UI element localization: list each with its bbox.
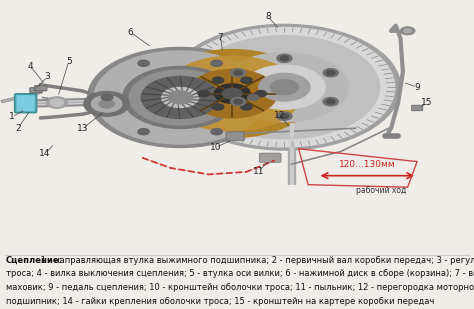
Circle shape bbox=[327, 99, 335, 104]
Text: 9: 9 bbox=[414, 83, 420, 92]
Circle shape bbox=[189, 36, 380, 139]
FancyBboxPatch shape bbox=[226, 132, 244, 141]
Text: 15: 15 bbox=[421, 98, 432, 107]
FancyBboxPatch shape bbox=[16, 96, 20, 100]
Text: 4: 4 bbox=[28, 62, 34, 71]
Circle shape bbox=[255, 91, 266, 97]
Text: рабочий ход: рабочий ход bbox=[356, 186, 407, 195]
FancyBboxPatch shape bbox=[30, 88, 42, 93]
Text: 2: 2 bbox=[15, 124, 21, 133]
Circle shape bbox=[151, 50, 314, 138]
Circle shape bbox=[211, 129, 222, 135]
Circle shape bbox=[323, 69, 338, 77]
Circle shape bbox=[220, 53, 348, 122]
Circle shape bbox=[46, 97, 67, 108]
Text: 13: 13 bbox=[77, 124, 89, 133]
Circle shape bbox=[280, 56, 289, 61]
Text: 1: 1 bbox=[9, 112, 15, 121]
Circle shape bbox=[244, 65, 325, 109]
FancyBboxPatch shape bbox=[21, 95, 25, 99]
Circle shape bbox=[323, 98, 338, 106]
Circle shape bbox=[401, 27, 415, 35]
Text: подшипник; 14 - гайки крепления оболочки троса; 15 - кронштейн на картере коробк: подшипник; 14 - гайки крепления оболочки… bbox=[6, 297, 434, 306]
Circle shape bbox=[234, 70, 242, 75]
Circle shape bbox=[280, 114, 289, 118]
Circle shape bbox=[138, 60, 149, 66]
Circle shape bbox=[271, 80, 298, 95]
Circle shape bbox=[162, 87, 199, 108]
Circle shape bbox=[259, 73, 310, 101]
Circle shape bbox=[168, 24, 401, 150]
Text: 8: 8 bbox=[265, 12, 271, 21]
FancyBboxPatch shape bbox=[35, 91, 39, 95]
Circle shape bbox=[129, 70, 231, 125]
Circle shape bbox=[212, 77, 224, 83]
Text: 3: 3 bbox=[45, 72, 50, 82]
Circle shape bbox=[404, 29, 411, 33]
Circle shape bbox=[327, 70, 335, 75]
Text: 12: 12 bbox=[274, 111, 285, 120]
Text: 5: 5 bbox=[66, 57, 72, 66]
Text: троса; 4 - вилка выключения сцепления; 5 - втулка оси вилки; 6 - нажимной диск в: троса; 4 - вилка выключения сцепления; 5… bbox=[6, 269, 474, 278]
FancyBboxPatch shape bbox=[7, 98, 11, 102]
Text: 10: 10 bbox=[210, 143, 221, 152]
Circle shape bbox=[101, 94, 113, 100]
FancyBboxPatch shape bbox=[35, 86, 47, 91]
Text: 120...130мм: 120...130мм bbox=[339, 160, 396, 169]
Circle shape bbox=[123, 66, 237, 129]
Circle shape bbox=[174, 28, 395, 147]
FancyBboxPatch shape bbox=[259, 153, 281, 162]
Circle shape bbox=[91, 96, 122, 112]
Text: 11: 11 bbox=[253, 167, 264, 176]
Circle shape bbox=[163, 56, 301, 131]
Circle shape bbox=[230, 98, 246, 106]
FancyBboxPatch shape bbox=[2, 99, 6, 103]
Circle shape bbox=[241, 77, 252, 83]
Circle shape bbox=[247, 94, 259, 100]
Text: 6: 6 bbox=[128, 28, 133, 36]
Circle shape bbox=[277, 54, 292, 62]
Circle shape bbox=[230, 69, 246, 77]
Circle shape bbox=[214, 84, 250, 103]
Circle shape bbox=[234, 99, 242, 104]
Circle shape bbox=[212, 104, 224, 110]
FancyBboxPatch shape bbox=[15, 94, 36, 112]
Circle shape bbox=[241, 104, 252, 110]
Text: 1 - направляющая втулка выжимного подшипника; 2 - первичный вал коробки передач;: 1 - направляющая втулка выжимного подшип… bbox=[38, 256, 474, 265]
Circle shape bbox=[188, 70, 277, 118]
Circle shape bbox=[277, 112, 292, 120]
FancyBboxPatch shape bbox=[411, 105, 423, 111]
FancyBboxPatch shape bbox=[17, 95, 35, 111]
Circle shape bbox=[168, 91, 192, 104]
FancyBboxPatch shape bbox=[30, 93, 35, 96]
Text: маховик; 9 - педаль сцепления; 10 - кронштейн оболочки троса; 11 - пыльник; 12 -: маховик; 9 - педаль сцепления; 10 - крон… bbox=[6, 283, 474, 292]
Circle shape bbox=[222, 88, 242, 99]
Circle shape bbox=[138, 129, 149, 135]
Circle shape bbox=[94, 51, 266, 144]
Circle shape bbox=[88, 48, 273, 147]
Circle shape bbox=[50, 99, 64, 106]
Circle shape bbox=[99, 100, 114, 108]
Text: Сцепление:: Сцепление: bbox=[6, 256, 63, 265]
Circle shape bbox=[198, 91, 210, 97]
Text: 7: 7 bbox=[218, 33, 223, 42]
FancyBboxPatch shape bbox=[11, 97, 16, 101]
Circle shape bbox=[211, 60, 222, 66]
Circle shape bbox=[141, 76, 219, 118]
FancyBboxPatch shape bbox=[26, 94, 30, 97]
Circle shape bbox=[84, 91, 129, 116]
Text: 14: 14 bbox=[39, 149, 51, 159]
